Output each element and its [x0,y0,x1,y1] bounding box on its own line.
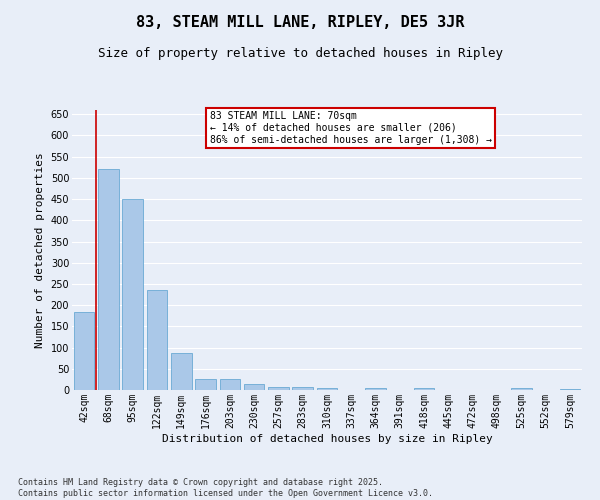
Bar [244,384,265,390]
Bar [560,388,580,390]
Bar [74,312,94,390]
Text: Contains HM Land Registry data © Crown copyright and database right 2025.
Contai: Contains HM Land Registry data © Crown c… [18,478,433,498]
Text: Size of property relative to detached houses in Ripley: Size of property relative to detached ho… [97,48,503,60]
Bar [292,388,313,390]
Bar [511,388,532,390]
Bar [268,386,289,390]
Bar [171,352,191,390]
X-axis label: Distribution of detached houses by size in Ripley: Distribution of detached houses by size … [161,434,493,444]
Bar [220,378,240,390]
Bar [414,388,434,390]
Text: 83 STEAM MILL LANE: 70sqm
← 14% of detached houses are smaller (206)
86% of semi: 83 STEAM MILL LANE: 70sqm ← 14% of detac… [210,112,492,144]
Bar [98,170,119,390]
Bar [195,378,216,390]
Bar [317,388,337,390]
Bar [365,388,386,390]
Bar [146,290,167,390]
Bar [122,199,143,390]
Y-axis label: Number of detached properties: Number of detached properties [35,152,45,348]
Text: 83, STEAM MILL LANE, RIPLEY, DE5 3JR: 83, STEAM MILL LANE, RIPLEY, DE5 3JR [136,15,464,30]
